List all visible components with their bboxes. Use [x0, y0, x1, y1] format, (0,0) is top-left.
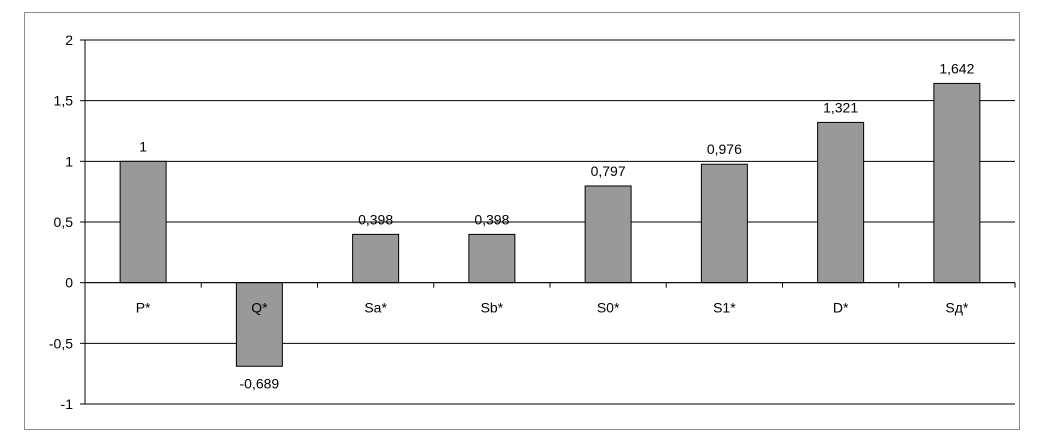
data-label: 1,642 [939, 60, 974, 76]
x-category-label: P* [136, 300, 151, 316]
bar [933, 82, 981, 284]
y-tick-label: 2 [65, 32, 73, 48]
y-tick-label: -1 [61, 396, 74, 412]
bar [119, 160, 167, 284]
data-label: 1,321 [823, 99, 858, 115]
y-tick-label: 1,5 [54, 93, 74, 109]
x-category-label: Sa* [364, 300, 387, 316]
data-label: 0,398 [358, 211, 393, 227]
bar [235, 282, 283, 367]
y-tick-label: 1 [65, 153, 73, 169]
data-label: 0,398 [474, 211, 509, 227]
x-category-label: S0* [597, 300, 620, 316]
y-tick-label: 0 [65, 275, 73, 291]
bar [584, 185, 632, 284]
bar [468, 233, 516, 284]
data-label: 0,976 [707, 141, 742, 157]
bar [700, 163, 748, 284]
y-tick-label: -0,5 [49, 335, 73, 351]
bar [817, 121, 865, 284]
data-label: -0,689 [240, 375, 280, 391]
x-category-label: Sд* [945, 300, 969, 316]
data-label: 1 [139, 138, 147, 154]
x-category-label: Q* [251, 300, 268, 316]
x-category-label: Sb* [481, 300, 504, 316]
bar [352, 233, 400, 284]
x-category-label: D* [833, 300, 849, 316]
y-tick-label: 0,5 [54, 214, 74, 230]
data-label: 0,797 [591, 163, 626, 179]
x-category-label: S1* [713, 300, 736, 316]
